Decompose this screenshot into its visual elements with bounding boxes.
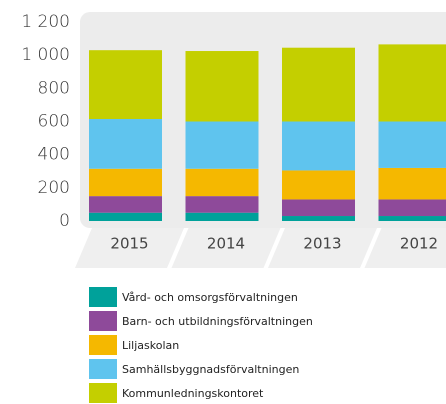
y-tick-label: 200 [38,178,70,198]
legend-label: Vård- och omsorgsförvaltningen [122,291,298,304]
legend-swatch [89,287,117,307]
legend-label: Kommunledningskontoret [122,387,264,400]
x-tick-label: 2013 [303,235,341,253]
x-label-background [268,228,377,268]
bar-segment [185,51,259,122]
bar-segment [185,168,259,197]
legend-swatch [89,359,117,379]
x-label-background [171,228,281,268]
x-tick-label: 2015 [110,235,148,253]
x-label-background [75,228,184,268]
bar-segment [378,44,446,122]
legend-swatch [89,311,117,331]
bar-segment [378,199,446,217]
legend-swatch [89,335,117,355]
bar-segment [378,167,446,200]
bar-segment [185,196,259,213]
y-tick-label: 1 200 [21,12,70,32]
bar-segment [378,121,446,168]
bar-segment [282,199,355,217]
y-tick-label: 1 000 [21,45,70,65]
x-tick-label: 2012 [400,235,438,253]
legend-label: Barn- och utbildningsförvaltningen [122,315,313,328]
bar-segment [185,121,259,169]
bar-segment [282,216,355,221]
y-tick-label: 400 [38,145,70,165]
y-tick-label: 0 [59,211,70,231]
legend-label: Liljaskolan [122,339,179,352]
y-tick-label: 600 [38,112,70,132]
bar-segment [89,196,162,213]
bar-segment [89,119,162,169]
bar-segment [89,168,162,197]
legend-label: Samhällsbyggnadsförvaltningen [122,363,299,376]
bar-segment [282,47,355,122]
bar-segment [89,212,162,221]
x-label-background [364,228,446,268]
legend-swatch [89,383,117,403]
x-tick-label: 2014 [207,235,245,253]
bar-segment [378,216,446,221]
bar-segment [282,121,355,171]
bar-segment [185,212,259,221]
bar-segment [282,170,355,200]
y-tick-label: 800 [38,78,70,98]
bar-segment [89,50,162,120]
